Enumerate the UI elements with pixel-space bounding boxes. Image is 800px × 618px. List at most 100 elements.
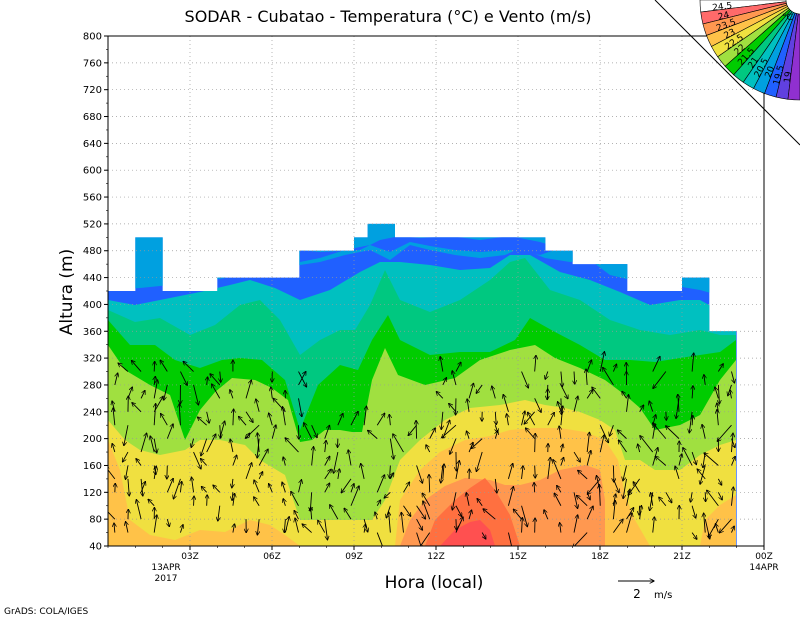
legend-label: 20 — [764, 65, 778, 80]
wind-arrow — [507, 414, 509, 426]
wind-arrow — [257, 433, 259, 453]
wind-arrow — [191, 438, 193, 448]
wind-arrow — [154, 403, 155, 426]
wind-arrow — [442, 378, 447, 386]
y-tick-label: 320 — [83, 354, 102, 365]
y-tick-label: 800 — [83, 32, 102, 43]
wind-arrow — [561, 457, 564, 466]
wind-arrow — [467, 399, 469, 412]
wind-arrow — [368, 430, 378, 439]
wind-arrow — [731, 438, 735, 448]
wind-arrow — [513, 509, 522, 520]
wind-arrow — [348, 450, 352, 466]
wind-arrow — [312, 447, 314, 466]
wind-arrow — [521, 371, 529, 388]
wind-arrow — [469, 510, 472, 520]
wind-arrow — [596, 475, 601, 493]
wind-arrow — [704, 513, 706, 533]
wind-arrow — [443, 464, 444, 479]
wind-arrow — [375, 512, 377, 520]
y-axis-label: Altura (m) — [57, 249, 77, 335]
wind-arrow — [128, 478, 129, 496]
chart-title: SODAR - Cubatao - Temperatura (°C) e Ven… — [185, 7, 592, 26]
wind-arrow — [534, 398, 542, 412]
wind-arrow — [623, 465, 627, 480]
x-tick-label: 21Z — [673, 552, 691, 562]
wind-arrow — [525, 428, 536, 439]
wind-arrow — [495, 425, 497, 432]
wind-arrow — [191, 477, 193, 493]
wind-arrow — [282, 482, 286, 493]
wind-arrow — [561, 371, 562, 387]
wind-arrow — [207, 411, 210, 423]
wind-arrow — [666, 426, 680, 439]
y-tick-label: 720 — [83, 85, 102, 96]
wind-arrow — [639, 505, 640, 515]
wind-arrow — [233, 524, 235, 533]
wind-arrow — [284, 519, 285, 532]
wind-arrow — [471, 438, 483, 449]
wind-arrow — [166, 424, 173, 439]
wind-arrow — [338, 469, 340, 479]
wind-arrow — [403, 482, 409, 493]
wind-arrow — [298, 398, 302, 416]
wind-arrow — [283, 499, 285, 506]
date-end-day: 14APR — [749, 563, 778, 573]
wind-arrow — [114, 373, 118, 386]
y-tick-label: 120 — [83, 488, 102, 499]
y-tick-label: 160 — [83, 461, 102, 472]
y-tick-label: 440 — [83, 273, 102, 284]
wind-arrow — [633, 482, 641, 493]
wind-arrow — [640, 436, 654, 453]
wind-arrow — [440, 357, 444, 372]
wind-arrow — [586, 360, 591, 372]
wind-arrow — [547, 384, 548, 400]
wind-arrow — [245, 380, 251, 399]
wind-arrow — [153, 380, 157, 399]
wind-arrow — [330, 505, 339, 520]
wind-arrow — [717, 410, 718, 426]
legend-label: 23 — [723, 27, 738, 41]
wind-arrow — [416, 505, 426, 519]
wind-arrow — [613, 500, 615, 520]
legend-label: 19 — [783, 71, 794, 84]
wind-arrow — [140, 433, 147, 453]
wind-arrow — [403, 505, 410, 517]
wind-arrow — [422, 493, 431, 506]
y-tick-label: 600 — [83, 166, 102, 177]
wind-arrow — [389, 438, 393, 460]
y-tick-label: 200 — [83, 434, 102, 445]
wind-arrow — [112, 401, 116, 412]
wind-arrow — [200, 459, 208, 466]
wind-arrow — [257, 438, 259, 458]
wind-arrow — [304, 423, 313, 439]
wind-arrow — [592, 387, 601, 399]
wind-arrow — [717, 424, 732, 441]
wind-arrow — [659, 497, 667, 507]
wind-arrow — [728, 384, 732, 396]
y-tick-label: 480 — [83, 246, 102, 257]
wind-arrow — [573, 492, 578, 508]
wind-arrow — [717, 364, 723, 372]
wind-arrow — [337, 413, 343, 426]
wind-arrow — [377, 500, 380, 506]
wind-arrow — [545, 371, 548, 380]
legend-unit: °C — [782, 13, 793, 23]
wind-arrow — [715, 387, 719, 399]
wind-arrow — [218, 505, 220, 521]
wind-arrow — [376, 413, 385, 426]
wind-arrow — [363, 519, 368, 532]
wind-arrow — [719, 518, 732, 533]
wind-arrow — [521, 505, 528, 527]
wind-arrow — [559, 426, 561, 439]
legend-label: 19.5 — [772, 64, 787, 86]
wind-arrow — [153, 396, 163, 413]
wind-arrow — [466, 431, 469, 439]
wind-arrow — [206, 434, 216, 453]
wind-arrow — [466, 493, 470, 506]
wind-arrow — [302, 524, 312, 533]
y-tick-label: 760 — [83, 58, 102, 69]
wind-arrow — [136, 459, 142, 466]
y-tick-label: 400 — [83, 300, 102, 311]
